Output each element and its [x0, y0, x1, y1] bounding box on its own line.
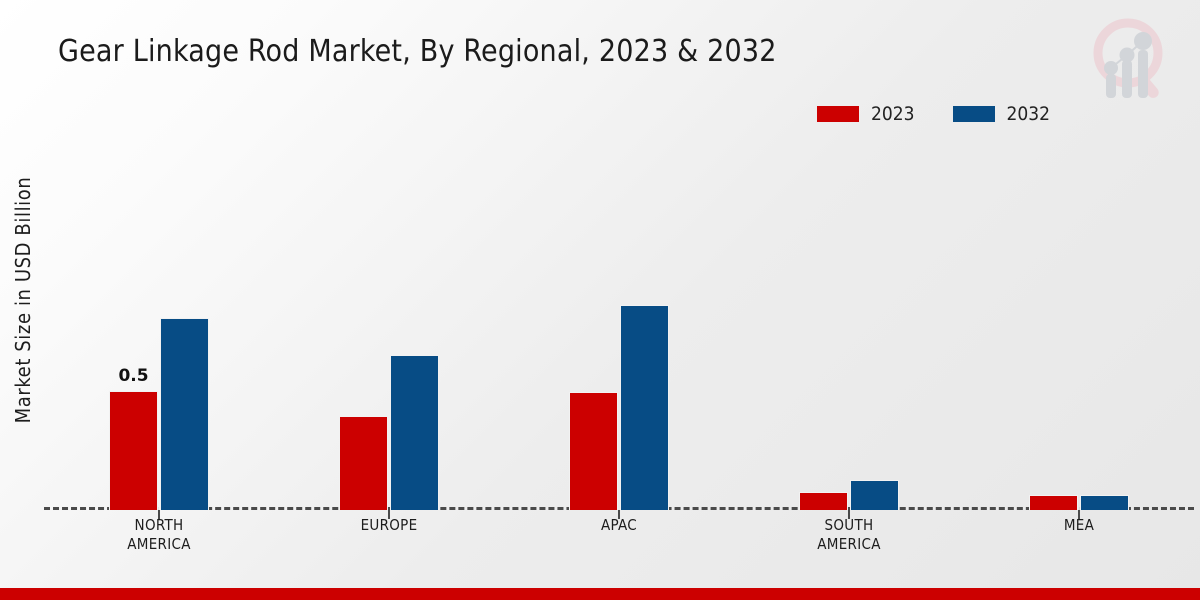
category-label-north-america: NORTH AMERICA — [44, 516, 274, 554]
y-axis-title: Market Size in USD Billion — [11, 176, 35, 424]
category-label-europe-line1: EUROPE — [360, 516, 418, 534]
market-research-future-logo-watermark — [1078, 8, 1182, 108]
bar-north-america-2032[interactable] — [160, 318, 209, 510]
category-label-south-america: SOUTH AMERICA — [734, 516, 964, 554]
bar-europe-2023[interactable] — [339, 416, 388, 510]
bar-mea-2032[interactable] — [1080, 495, 1129, 510]
bar-apac-2023[interactable] — [569, 392, 618, 510]
bar-north-america-2023[interactable]: 0.5 — [109, 366, 158, 510]
x-axis-category-labels: NORTH AMERICA EUROPE APAC SOUTH AMERICA … — [44, 516, 1194, 554]
x-axis-baseline — [44, 507, 1194, 510]
bar-group-mea — [964, 140, 1194, 519]
bar-south-america-2032[interactable] — [850, 480, 899, 510]
axis-tick-mea — [1078, 510, 1080, 519]
bar-europe-2032[interactable] — [390, 355, 439, 510]
bar-group-south-america — [734, 140, 964, 519]
axis-tick-europe — [388, 510, 390, 519]
legend-label-2023: 2023 — [871, 103, 915, 125]
legend-swatch-2032 — [952, 106, 995, 122]
category-label-mea: MEA — [964, 516, 1194, 554]
bar-group-north-america: 0.5 — [44, 140, 274, 519]
bar-south-america-2023[interactable] — [799, 492, 848, 510]
footer-accent-band — [0, 588, 1200, 600]
category-label-north-america-line1: NORTH — [134, 516, 184, 534]
category-label-apac: APAC — [504, 516, 734, 554]
chart-legend: 2023 2032 — [817, 103, 1050, 125]
chart-title: Gear Linkage Rod Market, By Regional, 20… — [58, 34, 777, 69]
plot-area: 0.5 — [44, 140, 1194, 519]
bar-group-europe — [274, 140, 504, 519]
axis-tick-south-america — [848, 510, 850, 519]
bar-mea-2023[interactable] — [1029, 495, 1078, 510]
bar-value-north-america-2023: 0.5 — [118, 366, 149, 386]
bar-groups: 0.5 — [44, 140, 1194, 519]
bar-group-apac — [504, 140, 734, 519]
legend-item-2023[interactable]: 2023 — [817, 103, 915, 125]
category-label-north-america-line2: AMERICA — [127, 535, 191, 553]
category-label-south-america-line1: SOUTH — [824, 516, 874, 534]
axis-tick-apac — [618, 510, 620, 519]
bar-apac-2032[interactable] — [620, 305, 669, 510]
legend-swatch-2023 — [817, 106, 859, 122]
category-label-south-america-line2: AMERICA — [817, 535, 881, 553]
category-label-apac-line1: APAC — [601, 516, 637, 534]
legend-label-2032: 2032 — [1006, 103, 1051, 125]
category-label-europe: EUROPE — [274, 516, 504, 554]
legend-item-2032[interactable]: 2032 — [952, 103, 1051, 125]
axis-tick-north-america — [158, 510, 160, 519]
category-label-mea-line1: MEA — [1063, 516, 1095, 534]
